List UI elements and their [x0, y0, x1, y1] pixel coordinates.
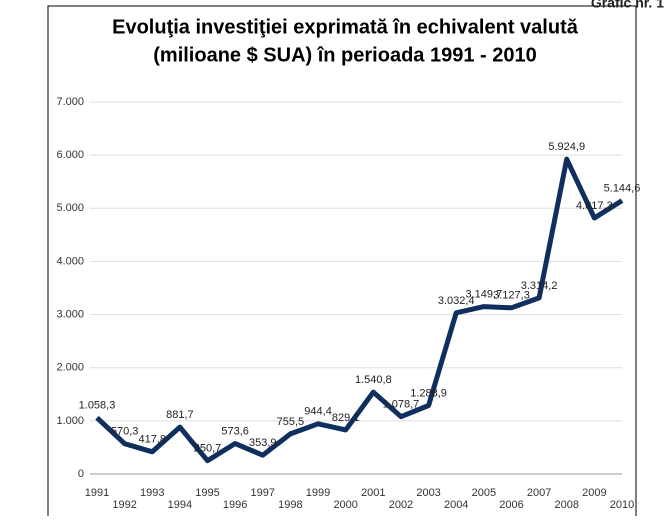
x-tick-label: 2000	[333, 499, 357, 511]
data-label: 881,7	[166, 409, 194, 421]
data-label: 3.032,4	[438, 295, 475, 307]
caption: Grafic nr. 1	[591, 0, 664, 11]
data-label: 755,5	[277, 416, 305, 428]
x-tick-label: 1999	[306, 487, 330, 499]
x-tick-label: 1995	[195, 487, 219, 499]
data-label: 417,8	[138, 434, 166, 446]
y-tick-label: 1.000	[56, 415, 84, 427]
x-tick-label: 2007	[527, 487, 551, 499]
data-label: 944,4	[304, 406, 332, 418]
x-tick-label: 2002	[389, 499, 413, 511]
data-label: 573,6	[221, 425, 249, 437]
data-label: 1.288,9	[410, 387, 447, 399]
chart-frame	[47, 5, 637, 521]
y-tick-label: 2.000	[56, 362, 84, 374]
chart-title: (milioane $ SUA) în perioada 1991 - 2010	[153, 44, 536, 66]
y-tick-label: 6.000	[56, 149, 84, 161]
data-label: 829,1	[332, 412, 360, 424]
data-label: 570,3	[111, 426, 139, 438]
y-tick-label: 4.000	[56, 255, 84, 267]
x-tick-label: 2005	[472, 487, 496, 499]
x-tick-label: 1997	[251, 487, 275, 499]
data-label: 1.058,3	[79, 400, 116, 412]
x-tick-label: 2004	[444, 499, 468, 511]
data-label: 3.149,7	[465, 289, 502, 301]
data-label: 1.540,8	[355, 374, 392, 386]
x-tick-label: 1996	[223, 499, 247, 511]
data-label: 250,7	[194, 443, 222, 455]
x-tick-label: 1998	[278, 499, 302, 511]
data-label: 3.127,3	[493, 290, 530, 302]
x-tick-label: 2008	[554, 499, 578, 511]
x-tick-label: 2009	[582, 487, 606, 499]
x-tick-label: 2001	[361, 487, 385, 499]
data-label: 353,9	[249, 437, 277, 449]
data-label: 4.817,3	[576, 200, 613, 212]
data-label: 5.924,9	[548, 141, 585, 153]
x-tick-label: 2003	[416, 487, 440, 499]
data-label: 3.314,2	[521, 280, 558, 292]
x-tick-label: 2010	[610, 499, 634, 511]
line	[95, 156, 624, 464]
y-tick-label: 3.000	[56, 308, 84, 320]
data-label: 5.144,6	[604, 183, 641, 195]
x-tick-label: 1993	[140, 487, 164, 499]
x-tick-label: 2006	[499, 499, 523, 511]
x-tick-label: 1994	[168, 499, 192, 511]
data-label: 1.078,7	[383, 399, 420, 411]
x-tick-label: 1991	[85, 487, 109, 499]
x-tick-label: 1992	[112, 499, 136, 511]
chart-title: Evoluţia investiţiei exprimată în echiva…	[112, 16, 579, 38]
y-tick-label: 5.000	[56, 202, 84, 214]
y-tick-label: 7.000	[56, 96, 84, 108]
y-tick-label: 0	[78, 468, 84, 480]
